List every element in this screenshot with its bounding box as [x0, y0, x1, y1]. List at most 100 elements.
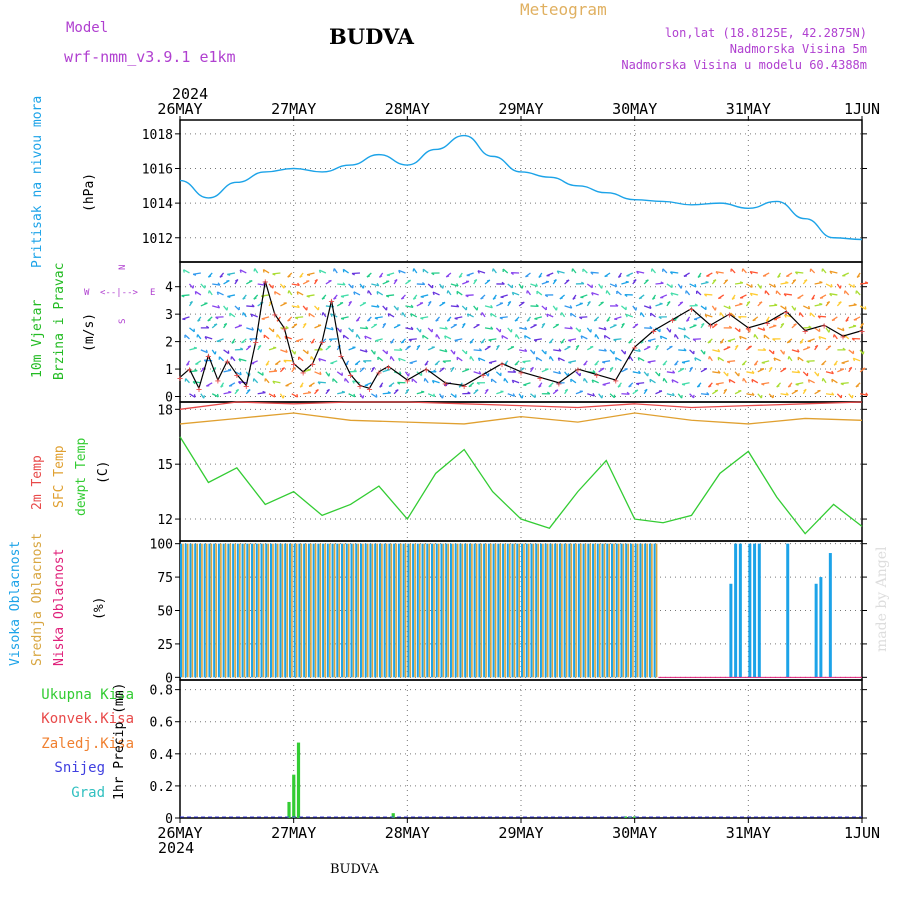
wind-vector-head	[838, 301, 842, 304]
wind-vector-head	[287, 275, 291, 278]
wind-vector-head	[319, 347, 323, 351]
model-name: wrf-nmm_v3.9.1 e1km	[64, 48, 236, 66]
wind-vector-head	[785, 392, 789, 396]
wind-vector-head	[819, 281, 823, 284]
wind-vector	[317, 381, 326, 384]
wind-gust-mark: +	[357, 382, 363, 393]
wind-vector	[348, 393, 356, 398]
wind-vector-head	[575, 344, 580, 348]
wind-vector	[705, 314, 713, 318]
cloud-bar-mid	[546, 543, 549, 678]
wind-vector	[802, 305, 810, 310]
wind-gust-mark: +	[575, 365, 581, 376]
wind-vector	[250, 313, 258, 318]
wind-vector	[348, 283, 354, 289]
cloud-bar-high	[246, 543, 249, 678]
wind-vector-head	[553, 279, 557, 282]
cloud-bar-mid	[305, 543, 307, 678]
wind-vector-head	[317, 381, 321, 385]
wind-vector	[188, 283, 194, 289]
wind-vector	[734, 371, 740, 377]
wind-vector	[728, 378, 736, 384]
cloud-bar-mid	[186, 543, 189, 678]
wind-gust-mark: +	[196, 384, 202, 395]
wind-vector-head	[366, 275, 370, 278]
wind-vector	[359, 327, 368, 330]
wind-vector-head	[394, 278, 398, 282]
wind-vector-head	[795, 383, 799, 386]
wind-vector	[376, 290, 384, 296]
cloud-bar-high	[606, 543, 609, 678]
wind-vector-head	[742, 378, 745, 382]
wind-vector	[229, 312, 236, 318]
wind-vector	[564, 305, 572, 309]
wind-vector-head	[694, 357, 697, 361]
wind-vector-head	[321, 297, 326, 300]
wind-vector	[606, 290, 611, 296]
wind-vector	[818, 335, 827, 340]
wind-vector-head	[327, 345, 331, 348]
wind-vector-head	[307, 368, 311, 371]
wind-vector-head	[773, 284, 776, 288]
wind-vector-head	[332, 268, 335, 272]
wind-vector	[570, 378, 577, 384]
wind-vector-head	[603, 326, 607, 331]
wind-vector	[651, 268, 657, 274]
cloud-bar-mid	[196, 543, 199, 678]
wind-vector-head	[569, 326, 573, 330]
cloud-bar-mid	[556, 543, 558, 678]
wind-vector	[253, 378, 259, 384]
wind-vector	[477, 270, 486, 274]
wind-vector	[632, 349, 641, 352]
wind-vector	[185, 378, 190, 384]
wind-vector	[746, 393, 755, 396]
wind-vector-head	[503, 378, 506, 382]
wind-vector-head	[287, 319, 291, 322]
wind-vector-head	[728, 305, 731, 309]
wind-vector-head	[686, 319, 690, 322]
wind-vector	[650, 312, 656, 318]
wind-vector	[700, 393, 709, 396]
wind-vector-head	[845, 319, 849, 322]
wind-gust-mark: +	[461, 382, 467, 393]
wind-vector-head	[750, 284, 753, 288]
wind-vector-head	[205, 325, 210, 329]
wind-vector	[364, 335, 372, 340]
wind-vector-head	[817, 315, 821, 319]
wind-vector	[314, 371, 322, 376]
wind-vector-head	[680, 285, 683, 289]
cloud-bar-mid	[518, 543, 521, 678]
cloud-bar-high	[431, 543, 434, 678]
cloud-bar-high	[445, 543, 448, 678]
cloud-bar-mid	[655, 543, 658, 678]
wind-vector-head	[830, 284, 833, 288]
wind-vector-head	[794, 307, 797, 311]
cloud-bar-high	[487, 543, 490, 678]
wind-vector	[757, 393, 762, 399]
wind-vector-head	[780, 322, 785, 326]
wind-vector-head	[862, 367, 866, 370]
ytick-label: 0.8	[150, 684, 173, 699]
wind-vector-head	[251, 327, 254, 331]
wind-vector	[552, 305, 557, 311]
cloud-bar-mid	[347, 543, 350, 678]
wind-vector-head	[192, 273, 197, 276]
precip-bar	[287, 801, 291, 818]
cloud-bar-high	[421, 543, 424, 678]
wind-gust-mark: +	[480, 371, 486, 382]
precip-bar	[296, 742, 301, 818]
wind-vector-head	[694, 283, 697, 288]
cloud-bar-mid	[584, 543, 587, 678]
wind-vector-head	[276, 334, 278, 338]
wind-vector-head	[303, 322, 307, 326]
wind-vector	[280, 349, 288, 353]
cloud-bar-mid	[248, 543, 251, 678]
wind-gust-mark: +	[385, 362, 391, 373]
cloud-bar-mid	[329, 543, 331, 678]
cloud-bar-high	[539, 543, 542, 678]
wind-vector	[439, 349, 448, 353]
wind-vector	[218, 356, 225, 362]
cloud-bar-high	[312, 543, 315, 678]
wind-vector	[727, 360, 736, 363]
wind-vector	[855, 290, 861, 296]
